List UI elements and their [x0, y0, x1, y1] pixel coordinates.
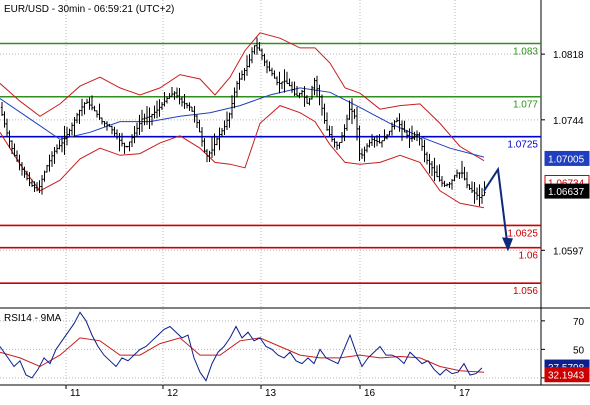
rsi-tick-label: 50 — [573, 345, 585, 356]
value-tag-label: 32.1943 — [548, 371, 585, 382]
value-tag-box — [544, 367, 590, 383]
price-series — [0, 32, 513, 252]
price-tick-label: 1.0597 — [553, 246, 584, 257]
price-tick-label: 1.0818 — [553, 50, 584, 61]
x-tick-label: 17 — [459, 388, 471, 399]
rsi-title: RSI14 - 9MA — [4, 313, 62, 324]
rsi-ma-line — [0, 337, 485, 373]
level-label: 1.077 — [513, 100, 538, 111]
gridlines — [0, 0, 541, 385]
forecast-arrow-line — [483, 166, 509, 250]
level-label: 1.0725 — [507, 140, 538, 151]
moving-average-line — [0, 87, 485, 158]
level-label: 1.0625 — [507, 228, 538, 239]
value-tag-label: 1.06637 — [548, 187, 585, 198]
chart-title: EUR/USD - 30min - 06:59:21 (UTC+2) — [4, 4, 174, 15]
value-tag-label: 1.07005 — [548, 154, 585, 165]
level-label: 1.056 — [513, 286, 538, 297]
value-tag-box — [544, 150, 590, 166]
rsi-tick-label: 70 — [573, 317, 585, 328]
value-tag: 32.1943 — [544, 367, 590, 383]
x-tick-label: 13 — [265, 388, 277, 399]
price-tick-label: 1.0744 — [553, 116, 584, 127]
forecast-arrow-head — [502, 237, 513, 252]
x-tick-label: 11 — [70, 388, 81, 399]
level-label: 1.06 — [519, 251, 539, 262]
level-label: 1.083 — [513, 46, 538, 57]
value-tag-box — [544, 183, 590, 199]
x-tick-label: 16 — [364, 388, 376, 399]
rsi-line — [0, 311, 483, 382]
horizontal-levels: 1.083 1.077 1.0725 1.0625 1.06 1.056 — [0, 42, 541, 297]
x-tick-label: 12 — [167, 388, 179, 399]
bollinger-lower-line — [0, 105, 485, 209]
rsi-series — [0, 311, 485, 382]
value-tag: 1.07005 — [544, 150, 590, 166]
value-tag: 1.06637 — [544, 183, 590, 199]
bollinger-upper-line — [0, 32, 485, 162]
